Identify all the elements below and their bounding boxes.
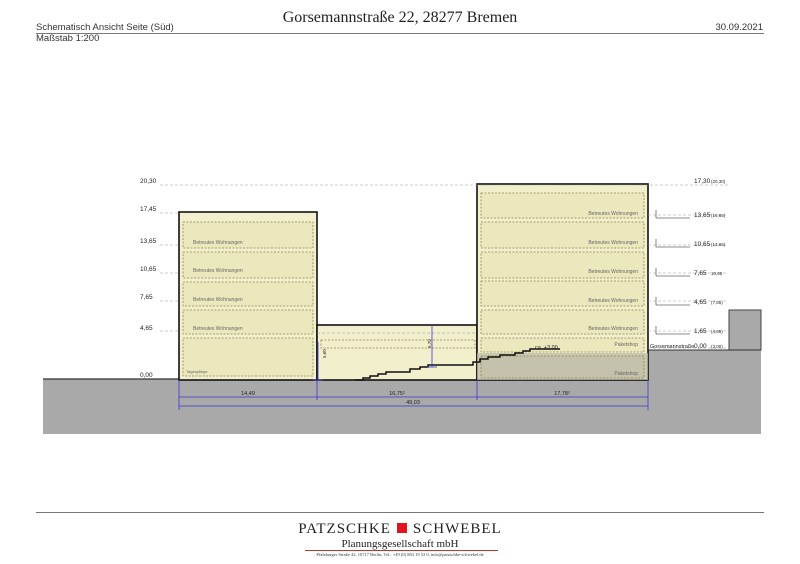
footer-red-rule [305,550,498,551]
left-level-3: 13,65 [140,238,157,245]
company-address: Pfalzburger Straße 42, 10717 Berlin, Tel… [316,552,484,557]
date-label: 30.09.2021 [715,22,763,33]
right-floor-label-7: Paketshop [614,371,638,377]
right-level-5: 4,65 [694,299,707,306]
page-title: Gorsemannstraße 22, 28277 Bremen [282,9,518,26]
right-floor-label-6: Paketshop [614,342,638,348]
right-floor-5 [480,309,645,335]
right-level-6: 1,65 [694,328,707,335]
right-floor-3 [480,251,645,279]
left-level-7: 0,00 [140,372,153,379]
middle-building [316,324,478,381]
right-floor-4 [480,280,645,307]
height-label-left: 5,60 [322,349,327,358]
red-square-logo [396,523,407,533]
left-floor-5 [182,337,314,377]
view-label: Schematisch Ansicht Seite (Süd) [36,22,174,33]
left-floor-label-2: Betreutes Wohnungen [193,268,243,274]
terrain-steps [355,348,560,381]
dim-label-3: 17,78² [554,391,570,397]
ground-mass [43,379,761,434]
right-level-7-sub: (3,00) [711,344,723,349]
right-level-7: 0,00 [694,343,707,350]
right-level-2-sub: (16,65) [711,213,726,218]
right-floor-label-5: Betreutes Wohnungen [588,326,638,332]
left-level-2: 17,45 [140,206,157,213]
footer-rule [36,512,764,513]
left-floor-2 [182,251,314,279]
company-subtitle: Planungsgesellschaft mbH [341,538,459,550]
left-level-6: 4,65 [140,325,153,332]
right-level-3: 10,65 [694,241,711,248]
right-level-4-sub: 10,65 [711,271,723,276]
right-level-6-sub: (4,65) [711,329,723,334]
street-label: Gorsemannstraße [650,344,694,350]
height-label-right: 5,70 [427,339,432,348]
dim-label-2: 16,75² [389,391,405,397]
dim-label-total: 49,03 [406,400,420,406]
right-floor-6 [480,337,645,353]
right-level-2: 13,65 [694,212,711,219]
left-level-1: 20,30 [140,178,157,185]
right-floor-label-1: Betreutes Wohnungen [588,211,638,217]
right-floor-label-3: Betreutes Wohnungen [588,269,638,275]
left-level-5: 7,65 [140,294,153,301]
right-level-1-sub: (20,30) [711,179,726,184]
right-floor-2 [480,221,645,249]
right-level-3-sub: (13,65) [711,242,726,247]
company-name: PATZSCHKE SCHWEBEL [0,521,800,538]
right-floor-1 [480,192,645,219]
left-level-4: 10,65 [140,266,157,273]
left-floor-label-5: Tagespflege [186,369,208,374]
right-level-5-sub: (7,65) [711,300,723,305]
company-name-left: PATZSCHKE [298,521,391,537]
right-floor-label-4: Betreutes Wohnungen [588,298,638,304]
company-name-right: SCHWEBEL [412,521,502,537]
right-level-4: 7,65 [694,270,707,277]
mid-level-label: ca. +3,00 [535,345,558,351]
middle-floor [320,339,476,349]
header-rule [36,33,764,34]
street-raised-ground [648,350,761,380]
left-floor-label-1: Betreutes Wohnungen [193,240,243,246]
left-floor-label-3: Betreutes Wohnungen [193,297,243,303]
right-floor-label-2: Betreutes Wohnungen [588,240,638,246]
left-floor-3 [182,281,314,307]
right-floor-7 [480,355,645,379]
left-floor-1 [182,221,314,249]
right-level-1: 17,30 [694,178,711,185]
neighbour-building [728,309,762,351]
scale-label: Maßstab 1:200 [36,33,100,44]
left-floor-label-4: Betreutes Wohnungen [193,326,243,332]
dim-label-1: 14,49 [241,391,255,397]
left-floor-4 [182,309,314,335]
